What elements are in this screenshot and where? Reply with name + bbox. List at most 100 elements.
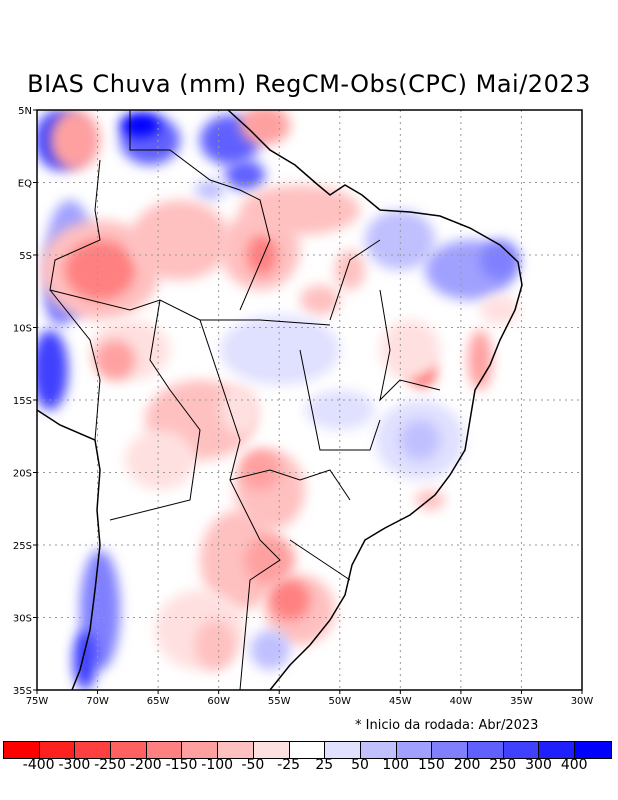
colorbar-label: 300	[525, 757, 552, 773]
colorbar-label: -200	[129, 757, 162, 773]
lat-tick-label: 5N	[18, 106, 32, 117]
colorbar-swatch	[360, 742, 397, 758]
lat-tick-label: 25S	[13, 541, 32, 552]
bias-region	[120, 113, 160, 137]
colorbar-label: 25	[315, 757, 334, 773]
lat-tick-label: 5S	[19, 251, 32, 262]
colorbar-swatch	[289, 742, 326, 758]
bias-region	[380, 320, 440, 380]
colorbar-swatch	[75, 742, 112, 758]
lon-tick-label: 45W	[389, 696, 412, 707]
colorbar-swatch	[539, 742, 575, 758]
colorbar-swatch	[39, 742, 76, 758]
coastline-atlantic	[227, 109, 523, 691]
colorbar-swatch	[575, 742, 611, 758]
bias-region	[65, 240, 135, 300]
colorbar-swatch	[325, 742, 361, 758]
border-line	[129, 110, 271, 311]
lon-tick-label: 65W	[147, 696, 170, 707]
bias-region	[365, 210, 435, 270]
colorbar-label: 200	[453, 757, 481, 773]
bias-region	[220, 315, 340, 385]
colorbar-swatch	[253, 742, 290, 758]
colorbar-swatch	[182, 742, 219, 758]
bias-region	[400, 170, 480, 230]
colorbar-label: 250	[489, 757, 517, 773]
colorbar-swatch	[467, 742, 504, 758]
lat-tick-label: 30S	[13, 614, 32, 625]
colorbar-label: -300	[58, 757, 91, 773]
bias-region	[300, 285, 340, 315]
border-line	[200, 319, 331, 326]
colorbar-label: -400	[22, 757, 55, 773]
colorbar-label: -25	[277, 757, 301, 773]
colorbar-label: 50	[351, 757, 369, 773]
border-line	[379, 289, 441, 402]
colorbar-label: 100	[382, 757, 410, 773]
colorbar-swatch	[111, 742, 147, 758]
bias-region	[37, 330, 68, 410]
bias-region	[220, 385, 260, 435]
bias-region	[468, 330, 492, 390]
colorbar-swatch	[432, 742, 468, 758]
colorbar-swatch	[4, 742, 40, 758]
colorbar-swatch	[146, 742, 183, 758]
bias-region	[240, 450, 280, 490]
lat-tick-label: EQ	[18, 179, 32, 190]
lon-tick-label: 30W	[571, 696, 594, 707]
lon-tick-label: 75W	[26, 696, 49, 707]
bias-region	[73, 630, 97, 690]
bias-region	[400, 420, 440, 460]
colorbar-label: -100	[201, 757, 234, 773]
run-start-note: * Inicio da rodada: Abr/2023	[355, 718, 539, 733]
bias-region	[95, 340, 135, 380]
border-line	[289, 539, 351, 581]
bias-region	[195, 180, 225, 200]
lat-tick-label: 15S	[13, 396, 32, 407]
lon-tick-label: 55W	[268, 696, 291, 707]
border-line	[299, 349, 381, 451]
coastline-pacific	[36, 409, 101, 691]
bias-region	[50, 110, 100, 170]
bias-region	[247, 235, 277, 275]
colorbar	[3, 741, 612, 759]
colorbar-label: 400	[560, 757, 588, 773]
border-line	[229, 469, 351, 501]
lat-tick-label: 10S	[13, 324, 32, 335]
colorbar-swatch	[503, 742, 540, 758]
bias-region	[335, 250, 365, 290]
colorbar-label: -250	[94, 757, 126, 773]
bias-region	[270, 580, 310, 620]
bias-field	[37, 110, 520, 690]
colorbar-label: 150	[418, 757, 445, 773]
bias-region	[240, 110, 290, 145]
border-line	[49, 289, 101, 441]
bias-region	[240, 185, 360, 235]
border-line	[329, 239, 381, 321]
lon-tick-label: 70W	[86, 696, 109, 707]
bias-region	[245, 535, 295, 585]
bias-region	[125, 430, 195, 490]
colorbar-label: -150	[165, 757, 198, 773]
lon-tick-label: 60W	[207, 696, 230, 707]
border-line	[109, 299, 201, 521]
colorbar-swatch	[396, 742, 433, 758]
lat-tick-label: 35S	[13, 686, 32, 697]
colorbar-swatch	[218, 742, 254, 758]
bias-region	[195, 620, 235, 670]
bias-region	[130, 200, 230, 280]
bias-region	[480, 240, 520, 280]
lon-tick-label: 40W	[450, 696, 473, 707]
bias-region	[200, 510, 280, 610]
chart-title: BIAS Chuva (mm) RegCM-Obs(CPC) Mai/2023	[27, 70, 591, 98]
bias-region	[250, 630, 290, 670]
lat-tick-label: 20S	[13, 469, 32, 480]
bias-region	[480, 295, 520, 325]
colorbar-labels: -400 -300 -250 -200 -150 -100 -50 -25 25 50 100 150…	[0, 757, 618, 777]
bias-region	[225, 160, 265, 190]
colorbar-label: -50	[241, 757, 265, 773]
lon-tick-label: 35W	[510, 696, 533, 707]
lon-tick-label: 50W	[328, 696, 351, 707]
